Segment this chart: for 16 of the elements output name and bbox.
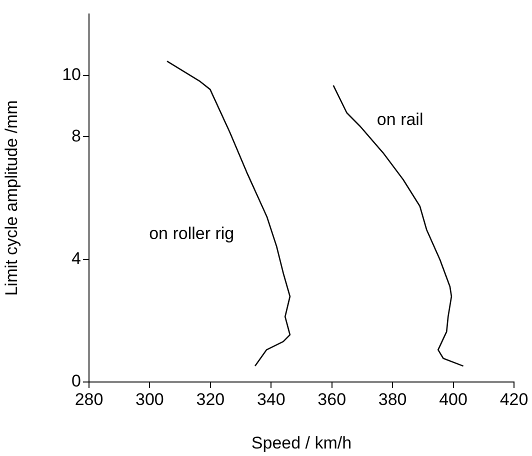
y-tick-label: 10 bbox=[62, 65, 81, 84]
x-tick-label: 380 bbox=[378, 390, 407, 409]
y-tick-label: 0 bbox=[72, 372, 81, 391]
x-tick-label: 280 bbox=[74, 390, 104, 409]
series-label: on rail bbox=[376, 110, 424, 129]
x-tick-label: 320 bbox=[196, 390, 225, 409]
y-axis-title: Limit cycle amplitude /mm bbox=[2, 100, 21, 296]
y-tick-label: 8 bbox=[72, 126, 81, 146]
x-axis-title: Speed / km/h bbox=[251, 433, 352, 452]
x-tick-label: 300 bbox=[136, 390, 164, 409]
series-label: on roller rig bbox=[149, 224, 234, 244]
x-tick-label: 420 bbox=[500, 390, 528, 409]
x-tick-label: 340 bbox=[256, 390, 286, 409]
x-tick-label: 400 bbox=[439, 390, 468, 409]
x-tick-label: 360 bbox=[318, 390, 346, 409]
y-tick-label: 4 bbox=[72, 249, 81, 268]
